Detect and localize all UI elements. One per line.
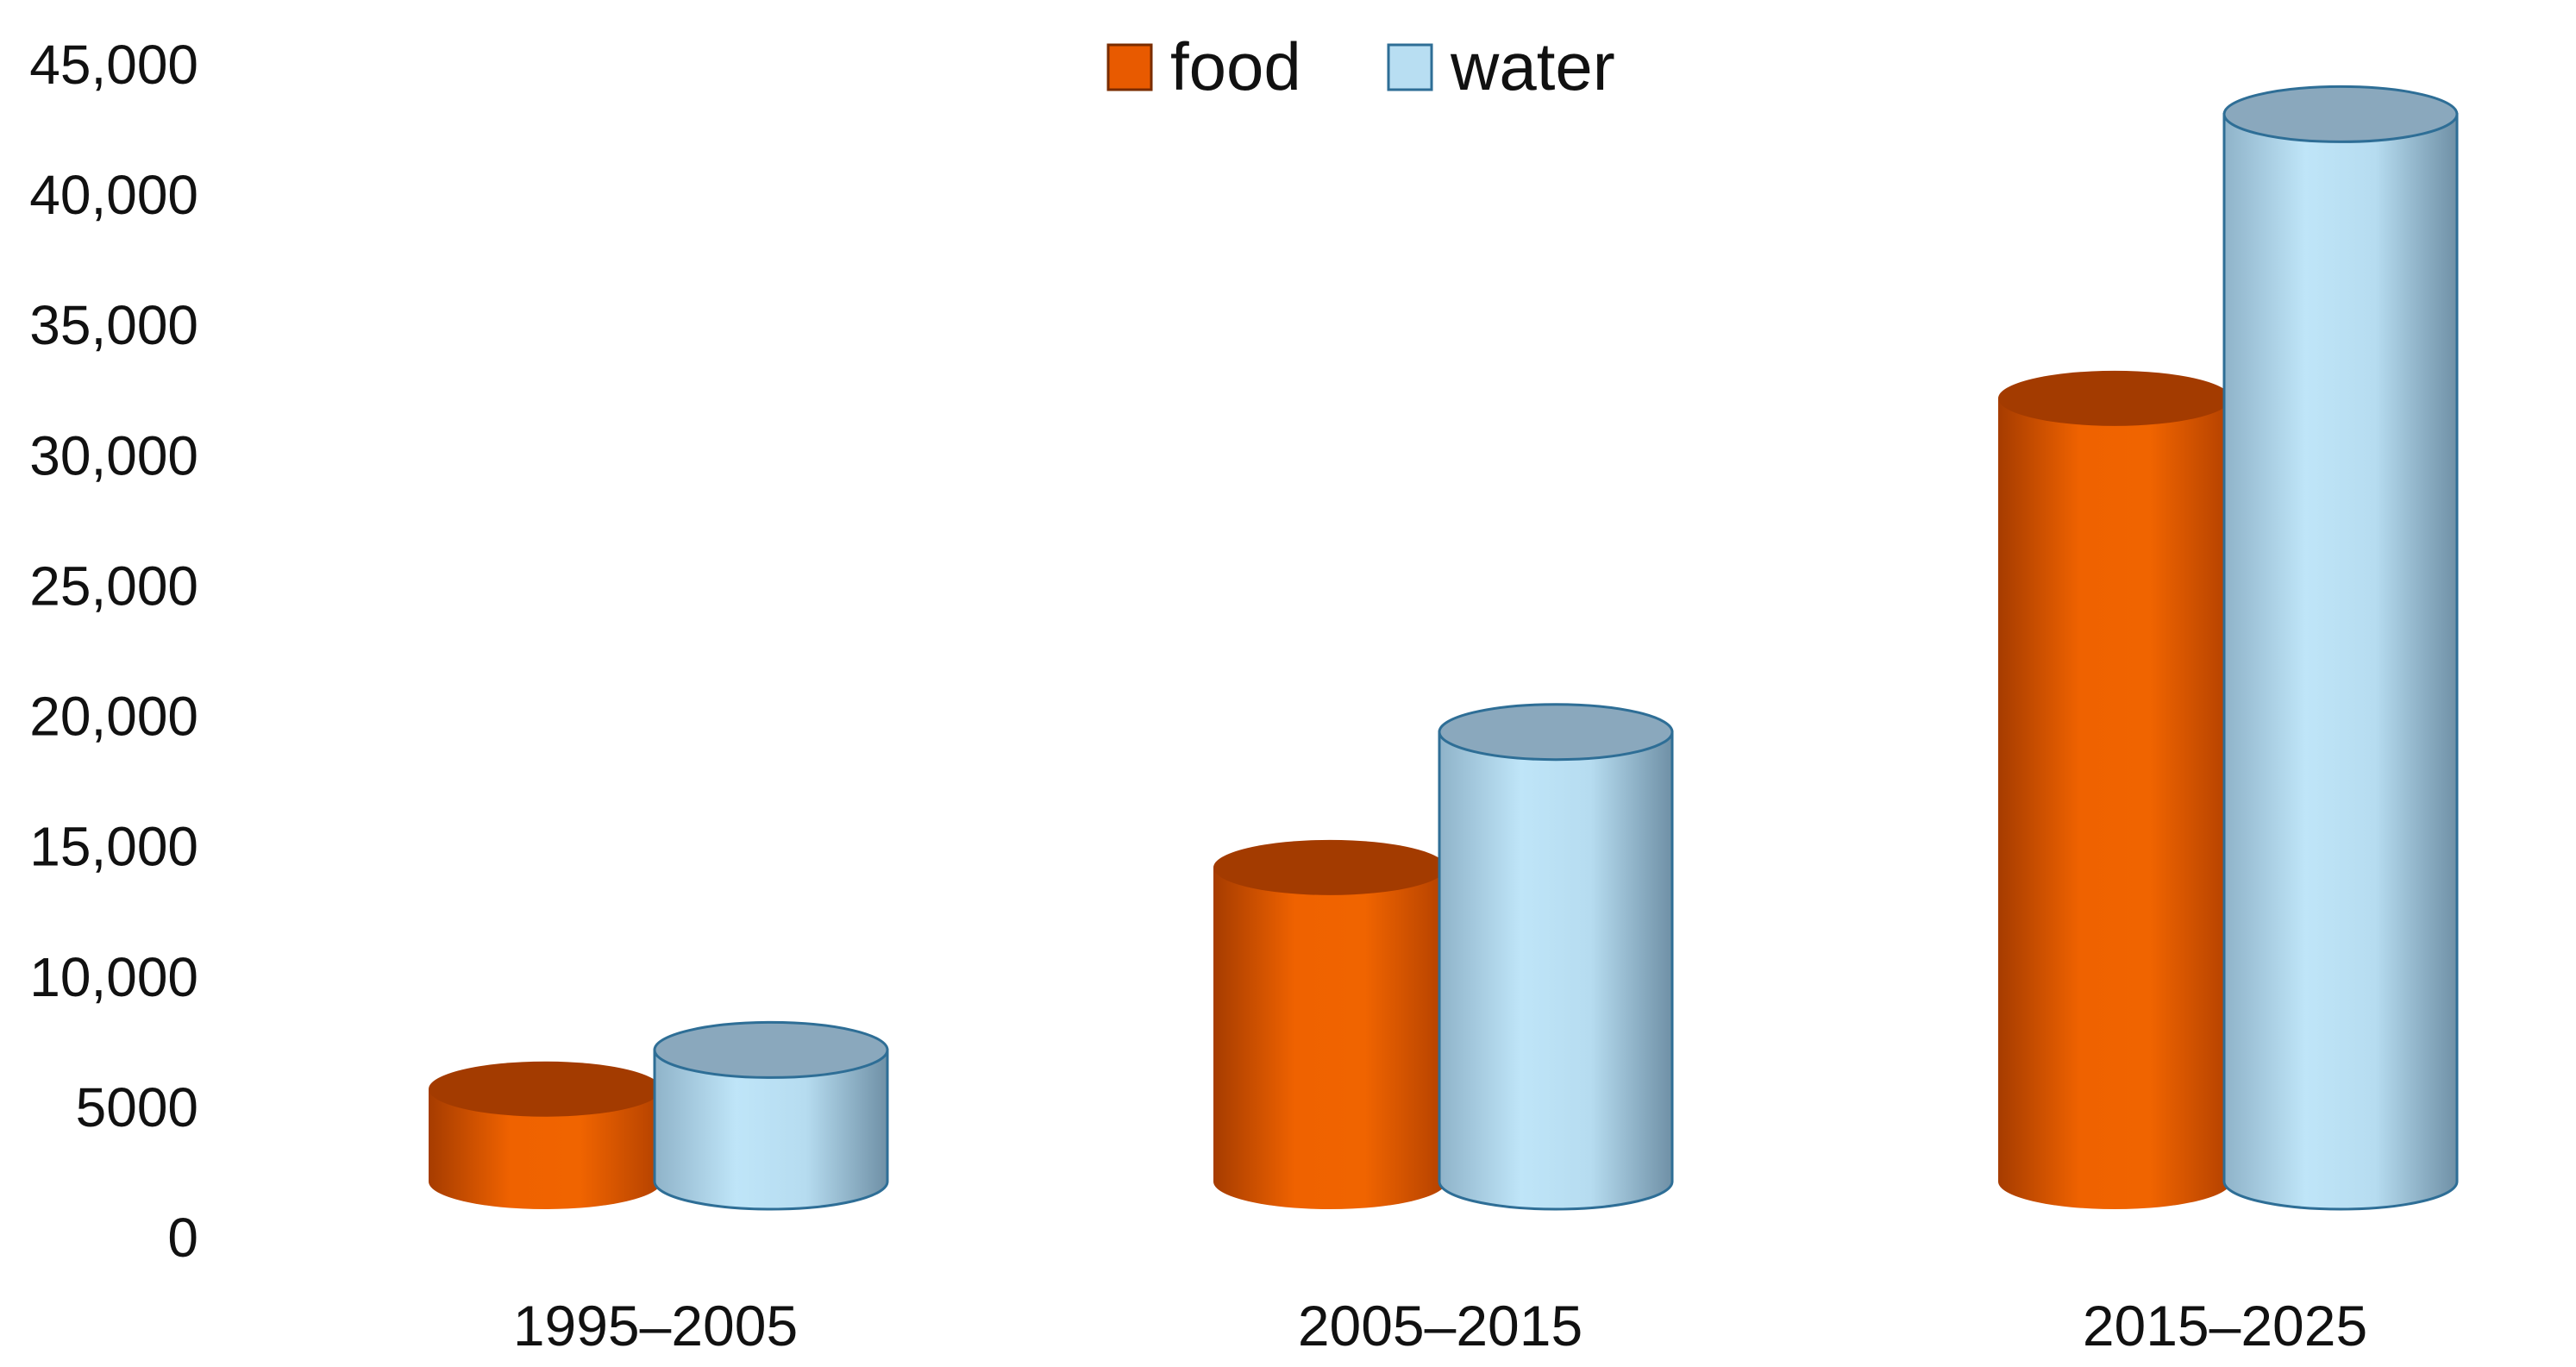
y-tick-label: 30,000 [29,424,198,486]
legend-label: food [1170,28,1301,104]
x-category-label: 2015–2025 [2083,1294,2367,1358]
bar-body [429,1088,661,1209]
bar-top [429,1061,661,1117]
x-category-label: 2005–2015 [1298,1294,1583,1358]
y-tick-label: 40,000 [29,164,198,226]
legend-swatch [1106,43,1153,91]
bar-food-1 [1213,839,1446,1209]
y-tick-label: 10,000 [29,946,198,1008]
bar-food-0 [429,1061,661,1209]
bar-top [653,1020,889,1079]
bar-top [1998,370,2231,426]
bar-top [2222,85,2459,143]
bar-food-2 [1998,370,2231,1209]
y-tick-label: 35,000 [29,294,198,356]
bar-body [1998,398,2231,1209]
legend-item-water: water [1387,28,1615,104]
legend-label: water [1450,28,1615,104]
bar-top [1438,703,1674,762]
y-tick-label: 25,000 [29,555,198,617]
x-axis: 1995–2005 2005–2015 2015–2025 [513,1294,2367,1358]
bar-body [653,1048,889,1211]
y-tick-label: 45,000 [29,34,198,96]
bar-body [1438,731,1674,1211]
y-tick-label: 20,000 [29,686,198,748]
y-tick-label: 0 [167,1207,198,1269]
bar-water-0 [653,1020,889,1211]
legend-item-food: food [1106,28,1301,104]
bar-water-2 [2222,85,2459,1211]
legend-swatch [1387,43,1433,91]
bar-top [1213,839,1446,895]
y-tick-label: 15,000 [29,816,198,878]
legend: food water [1106,28,1615,104]
bar-water-1 [1438,703,1674,1211]
bar-body [2222,112,2459,1211]
bar-body [1213,867,1446,1209]
bars [429,85,2459,1211]
y-tick-label: 5000 [76,1076,198,1138]
x-category-label: 1995–2005 [513,1294,798,1358]
y-axis: 0 5000 10,000 15,000 20,000 25,000 30,000 35,00… [29,34,198,1269]
